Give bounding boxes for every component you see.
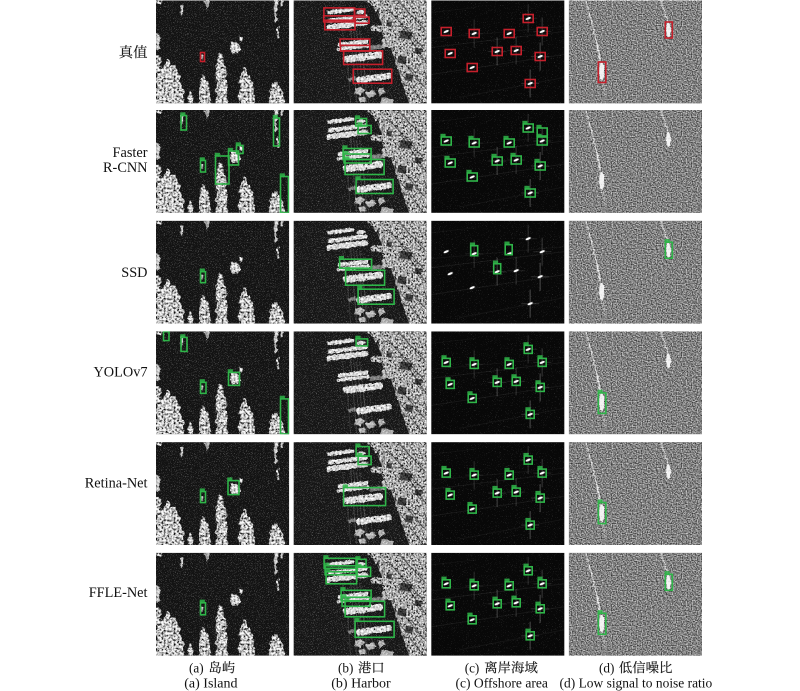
svg-text:(b) Harbor: (b) Harbor xyxy=(331,677,391,691)
svg-text:YOLOv7: YOLOv7 xyxy=(93,365,147,381)
svg-text:(d) Low signal to noise ratio: (d) Low signal to noise ratio xyxy=(560,677,713,691)
svg-text:FFLE-Net: FFLE-Net xyxy=(89,585,148,601)
svg-text:(c): (c) xyxy=(465,660,480,675)
svg-text:(a): (a) xyxy=(189,660,204,675)
svg-text:(b): (b) xyxy=(338,660,353,675)
svg-text:(c) Offshore area: (c) Offshore area xyxy=(455,677,548,691)
svg-text:Retina-Net: Retina-Net xyxy=(85,476,148,492)
svg-text:(d): (d) xyxy=(599,660,614,675)
svg-text:SSD: SSD xyxy=(121,265,147,281)
svg-text:Faster: Faster xyxy=(113,145,148,161)
svg-text:R-CNN: R-CNN xyxy=(103,160,147,176)
svg-text:(a) Island: (a) Island xyxy=(184,677,237,691)
